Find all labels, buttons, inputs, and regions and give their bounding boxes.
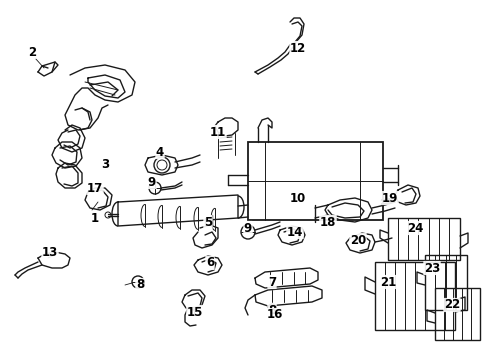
Text: 18: 18 [319, 216, 336, 229]
Text: 16: 16 [266, 309, 283, 321]
Text: 6: 6 [205, 256, 214, 270]
Text: 15: 15 [186, 306, 203, 319]
Text: 2: 2 [28, 45, 36, 58]
Bar [434, 288, 479, 340]
Text: 14: 14 [286, 225, 303, 238]
Text: 9: 9 [147, 175, 156, 189]
Text: 5: 5 [203, 216, 212, 229]
Text: 9: 9 [244, 221, 252, 234]
Text: 10: 10 [289, 192, 305, 204]
Text: 17: 17 [87, 181, 103, 194]
Bar [387, 218, 459, 260]
Text: 12: 12 [289, 41, 305, 54]
Text: 20: 20 [349, 234, 366, 247]
Text: 8: 8 [136, 279, 144, 292]
Text: 11: 11 [209, 126, 225, 139]
Text: 4: 4 [156, 145, 164, 158]
Text: 7: 7 [267, 275, 276, 288]
Text: 24: 24 [406, 221, 422, 234]
Bar [424, 255, 466, 310]
Text: 19: 19 [381, 192, 397, 204]
Text: 22: 22 [443, 298, 459, 311]
Text: 23: 23 [423, 261, 439, 274]
Text: 21: 21 [379, 275, 395, 288]
Text: 1: 1 [91, 211, 99, 225]
Bar [374, 262, 454, 330]
Text: 3: 3 [101, 158, 109, 171]
Text: 13: 13 [42, 246, 58, 258]
Text: 8: 8 [267, 303, 276, 316]
Bar [247, 142, 382, 220]
